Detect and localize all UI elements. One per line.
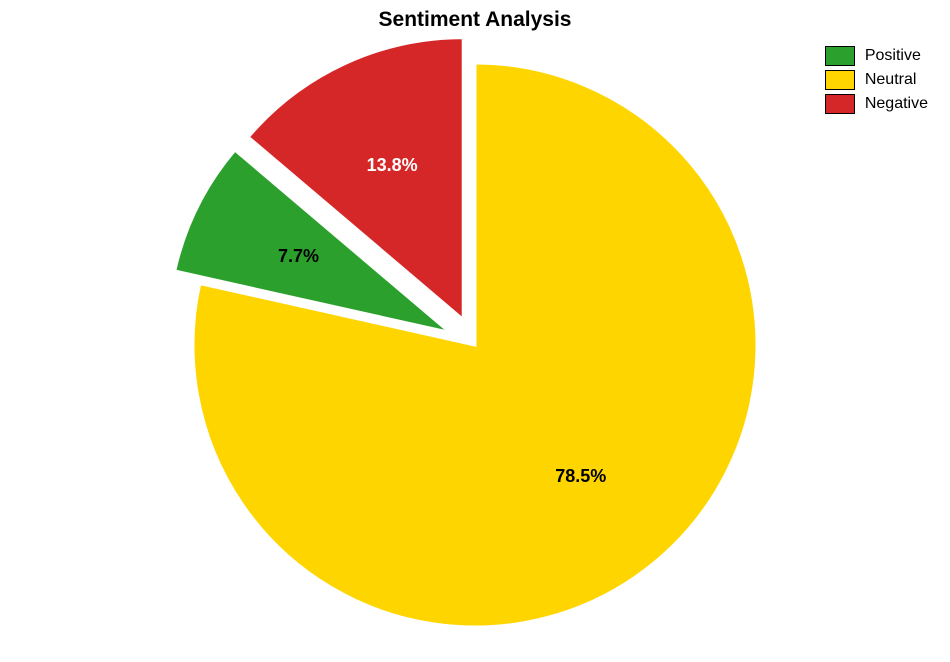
pie-slice-label-positive: 7.7% [278,246,319,266]
pie-svg: 13.8% 7.7% 78.5% [0,0,950,662]
pie-slice-label-negative: 13.8% [367,155,418,175]
legend-swatch [825,70,855,90]
sentiment-pie-chart: Sentiment Analysis 13.8%7.7%78.5% Positi… [0,0,950,662]
legend-item-negative: Negative [825,94,928,114]
legend: Positive Neutral Negative [825,46,928,118]
legend-swatch [825,46,855,66]
legend-label: Positive [865,47,921,65]
legend-swatch [825,94,855,114]
legend-label: Neutral [865,71,917,89]
legend-item-neutral: Neutral [825,70,928,90]
legend-item-positive: Positive [825,46,928,66]
legend-label: Negative [865,95,928,113]
pie-slice-label-neutral: 78.5% [555,466,606,486]
